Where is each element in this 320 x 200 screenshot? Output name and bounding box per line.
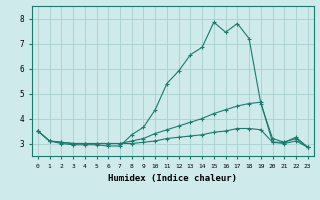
X-axis label: Humidex (Indice chaleur): Humidex (Indice chaleur): [108, 174, 237, 183]
